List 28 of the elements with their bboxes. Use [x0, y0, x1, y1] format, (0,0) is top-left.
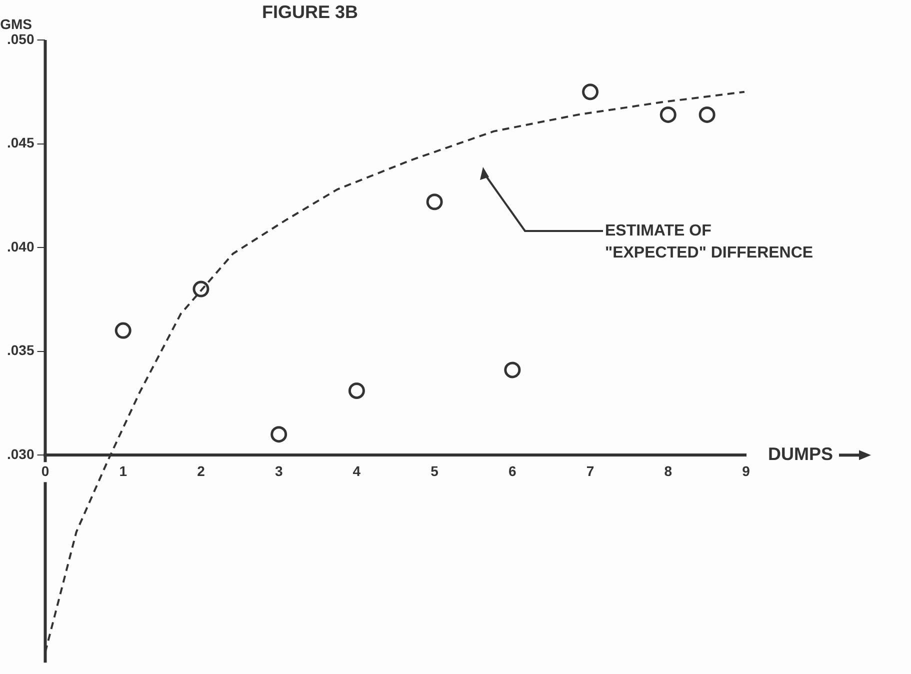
point	[192, 280, 210, 298]
point	[660, 106, 676, 123]
x-tick-label: 0	[41, 462, 50, 479]
x-tick-label: 6	[508, 462, 517, 479]
point	[270, 426, 288, 443]
y-tick-label: .050	[7, 30, 34, 47]
chart-title: FIGURE 3B	[262, 2, 358, 22]
y-tick-label: .040	[7, 238, 34, 254]
annotation: ESTIMATE OF "EXPECTED" DIFFERENCE	[605, 222, 814, 262]
x-axis-title: DUMPS	[768, 444, 834, 464]
point	[582, 84, 599, 100]
point	[426, 194, 443, 210]
y-tick-label: .030	[7, 446, 34, 462]
x-tick-label: 1	[119, 462, 128, 479]
x-tick-label: 3	[274, 462, 283, 479]
y-tick-label: .045	[7, 134, 34, 151]
point	[698, 106, 716, 123]
x-tick-label: 5	[430, 462, 439, 479]
y-axis-title: GMS	[0, 16, 32, 32]
x-tick-label: 9	[742, 462, 750, 479]
point	[348, 382, 365, 399]
point	[114, 322, 132, 339]
point	[504, 362, 521, 378]
y-tick-label: .035	[7, 342, 34, 358]
x-tick-label: 4	[352, 462, 361, 479]
x-tick-label: 7	[586, 462, 594, 479]
x-tick-label: 2	[197, 462, 206, 479]
x-tick-label: 8	[664, 462, 672, 479]
